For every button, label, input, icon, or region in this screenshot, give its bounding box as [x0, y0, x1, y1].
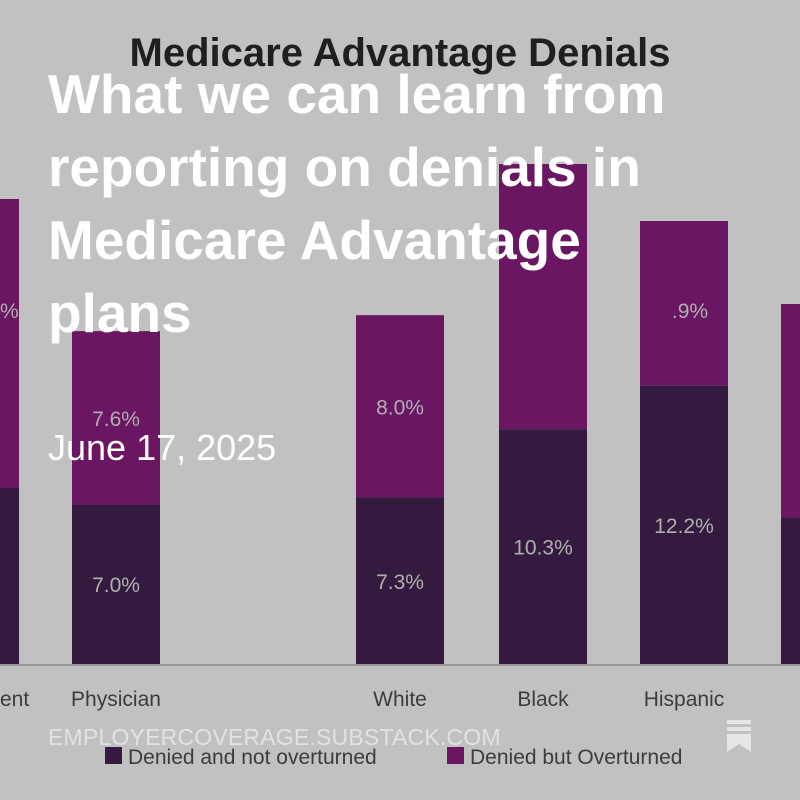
data-label: 8.0%	[376, 396, 424, 419]
legend-swatch-overturned	[447, 747, 464, 764]
chart-title: Medicare Advantage Denials	[130, 31, 671, 75]
x-tick-label: ent	[0, 688, 29, 711]
x-tick-label: White	[373, 688, 427, 711]
data-label: 10.3%	[513, 537, 573, 560]
bookmark-icon[interactable]	[726, 719, 752, 753]
legend-label: Denied and not overturned	[128, 746, 377, 769]
publication-domain[interactable]: EMPLOYERCOVERAGE.SUBSTACK.COM	[48, 724, 501, 750]
legend-swatch-not-overturned	[105, 747, 122, 764]
x-tick-label: Black	[517, 688, 569, 711]
data-label: .9%	[672, 300, 708, 323]
bar-not-overturned	[0, 488, 19, 664]
bar-overturned	[640, 221, 728, 386]
data-label: 7.3%	[376, 571, 424, 594]
bar-overturned	[781, 304, 800, 518]
bar-overturned	[72, 331, 160, 505]
bar-not-overturned	[72, 504, 160, 664]
data-label: %	[0, 300, 19, 323]
post-date: June 17, 2025	[48, 427, 277, 468]
x-tick-label: Hispanic	[644, 688, 725, 711]
x-tick-label: Physician	[71, 688, 161, 711]
data-label: 12.2%	[654, 515, 714, 538]
legend-label: Denied but Overturned	[470, 746, 682, 769]
bar-not-overturned	[781, 518, 800, 664]
bar-not-overturned	[499, 429, 587, 664]
data-label: 7.0%	[92, 574, 140, 597]
bar-overturned	[0, 199, 19, 488]
post-title[interactable]: What we can learn from reporting on deni…	[48, 63, 666, 344]
bar-overturned	[499, 164, 587, 430]
data-label: 7.6%	[92, 408, 140, 431]
bar-overturned	[356, 315, 444, 498]
bar-not-overturned	[640, 385, 728, 664]
bar-not-overturned	[356, 497, 444, 664]
